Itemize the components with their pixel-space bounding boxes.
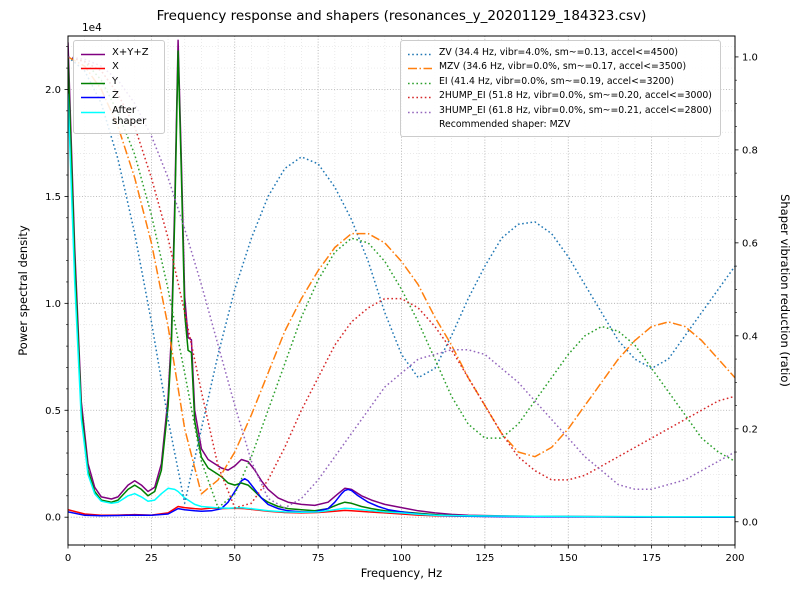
shaper-legend-entry: ZV (34.4 Hz, vibr=4.0%, sm~=0.13, accel<… — [407, 47, 712, 60]
psd-legend-entry: X+Y+Z — [80, 47, 156, 60]
x-tick-label: 25 — [145, 553, 158, 564]
legend-line-sample — [407, 61, 433, 74]
y-left-tick-label: 0.0 — [45, 513, 61, 524]
legend-line-sample — [80, 76, 106, 89]
legend-label: Recommended shaper: MZV — [439, 119, 571, 130]
y-axis-offset-text: 1e4 — [82, 22, 102, 34]
legend-label: EI (41.4 Hz, vibr=0.0%, sm~=0.19, accel<… — [439, 75, 674, 87]
y-right-tick-label: 0.6 — [742, 238, 758, 249]
shaper-curve-3hump_ei — [68, 56, 735, 509]
x-tick-label: 150 — [559, 553, 578, 564]
y-left-tick-label: 0.5 — [45, 406, 61, 417]
x-axis-label: Frequency, Hz — [360, 566, 443, 580]
x-tick-label: 50 — [228, 553, 241, 564]
legend-label: ZV (34.4 Hz, vibr=4.0%, sm~=0.13, accel<… — [439, 46, 679, 58]
x-tick-label: 100 — [392, 553, 411, 564]
x-tick-label: 125 — [475, 553, 494, 564]
x-tick-label: 200 — [725, 553, 744, 564]
legend-line-sample — [407, 76, 433, 89]
psd-legend-entry: Z — [80, 90, 156, 103]
right-axis-label: Shaper vibration reduction (ratio) — [778, 194, 792, 387]
legend-label: X — [112, 61, 119, 72]
psd-legend-entry: After shaper — [80, 105, 156, 128]
shaper-legend-entry: EI (41.4 Hz, vibr=0.0%, sm~=0.19, accel<… — [407, 76, 712, 89]
axis-ticks: 0 25 50 75 100 125 150 175 200 0.0 0.5 1.0 1.5 2.0 0.0… — [45, 46, 758, 564]
y-right-tick-label: 1.0 — [742, 52, 758, 63]
legend-line-sample — [407, 105, 433, 118]
shaper-legend-entry: 2HUMP_EI (51.8 Hz, vibr=0.0%, sm~=0.20, … — [407, 90, 712, 103]
legend-line-sample — [80, 105, 106, 118]
shaper-curve-mzv — [68, 56, 735, 495]
psd-legend-entry: X — [80, 61, 156, 74]
legend-line-sample — [80, 90, 106, 103]
psd-curve-x+y+z — [68, 39, 735, 518]
legend-label: After shaper — [112, 104, 147, 128]
psd-legend-entry: Y — [80, 76, 156, 89]
y-left-tick-label: 2.0 — [45, 85, 61, 96]
y-left-tick-label: 1.0 — [45, 299, 61, 310]
y-right-tick-label: 0.4 — [742, 331, 758, 342]
legend-label: Z — [112, 90, 119, 101]
psd-curve-after-shaper — [68, 93, 735, 518]
shaper-curve-ei — [68, 56, 735, 509]
legend-label: 3HUMP_EI (61.8 Hz, vibr=0.0%, sm~=0.21, … — [439, 104, 712, 116]
y-left-tick-label: 1.5 — [45, 192, 61, 203]
shaper-curve-2hump_ei — [68, 56, 735, 509]
legend-line-sample — [407, 47, 433, 60]
legend-line-sample — [80, 47, 106, 60]
left-axis-label: Power spectral density — [16, 225, 30, 356]
x-tick-label: 0 — [65, 553, 71, 564]
legend-label: 2HUMP_EI (51.8 Hz, vibr=0.0%, sm~=0.20, … — [439, 90, 712, 101]
chart-title: Frequency response and shapers (resonanc… — [156, 8, 647, 24]
legend-line-sample — [407, 90, 433, 103]
recommended-shaper-note: Recommended shaper: MZV — [407, 119, 712, 131]
y-right-tick-label: 0.8 — [742, 145, 758, 156]
shaper-legend: ZV (34.4 Hz, vibr=4.0%, sm~=0.13, accel<… — [400, 40, 721, 138]
legend-label: MZV (34.6 Hz, vibr=0.0%, sm~=0.17, accel… — [439, 61, 687, 72]
x-tick-label: 75 — [312, 553, 325, 564]
shaper-legend-entry: MZV (34.6 Hz, vibr=0.0%, sm~=0.17, accel… — [407, 61, 712, 74]
y-right-tick-label: 0.2 — [742, 424, 758, 435]
legend-label: Y — [112, 75, 119, 87]
legend-line-sample — [80, 61, 106, 74]
shaper-legend-entry: 3HUMP_EI (61.8 Hz, vibr=0.0%, sm~=0.21, … — [407, 105, 712, 118]
x-tick-label: 175 — [642, 553, 661, 564]
y-right-tick-label: 0.0 — [742, 517, 758, 528]
legend-label: X+Y+Z — [112, 46, 149, 58]
psd-legend: X+Y+Z X Y Z After shaper — [73, 40, 165, 134]
